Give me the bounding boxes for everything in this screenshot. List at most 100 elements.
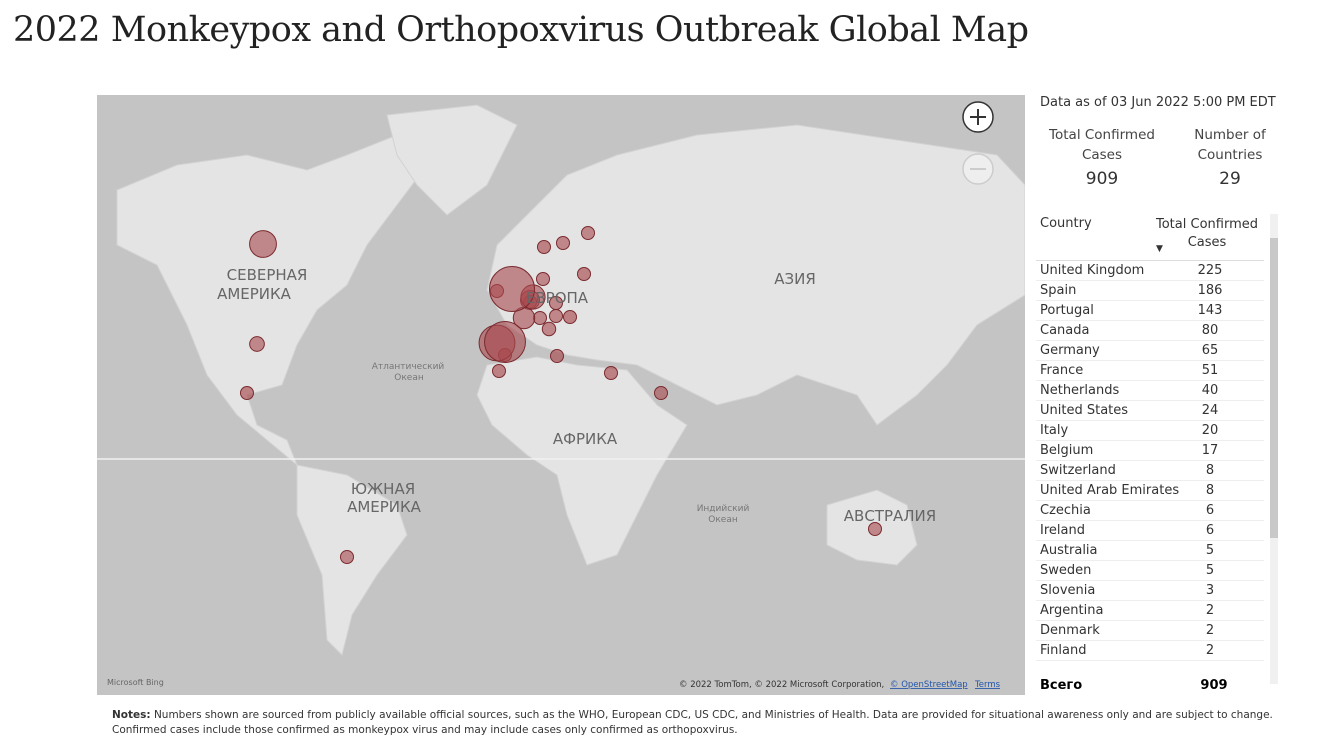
map-bubble[interactable] <box>492 364 506 378</box>
map-bubble[interactable] <box>581 226 595 240</box>
table-row[interactable]: Germany 65 <box>1036 341 1264 361</box>
total-value: 909 <box>1200 678 1228 693</box>
scroll-thumb[interactable] <box>1270 238 1278 538</box>
cases: 2 <box>1205 623 1215 638</box>
cases: 80 <box>1201 323 1219 338</box>
map-bubble[interactable] <box>537 240 551 254</box>
table-row[interactable]: Czechia 6 <box>1036 501 1264 521</box>
map-bubble[interactable] <box>541 321 557 337</box>
brand: Microsoft Bing <box>107 678 164 687</box>
table-row[interactable]: Australia 5 <box>1036 541 1264 561</box>
kpi-value: 909 <box>1085 169 1119 189</box>
continent-label: АФРИКА <box>553 430 618 448</box>
sort-icon[interactable]: ▼ <box>1156 244 1163 254</box>
country: France <box>1040 363 1084 378</box>
as-of: Data as of 03 Jun 2022 5:00 PM EDT <box>1040 95 1276 110</box>
cases: 40 <box>1201 383 1219 398</box>
osm-link[interactable]: © OpenStreetMap <box>890 680 968 690</box>
country: Argentina <box>1040 603 1104 618</box>
country: Netherlands <box>1040 383 1120 398</box>
table-row[interactable]: Portugal 143 <box>1036 301 1264 321</box>
continent-label: АЗИЯ <box>774 270 816 288</box>
country: Italy <box>1040 423 1069 438</box>
country: Switzerland <box>1040 463 1116 478</box>
continent-label: СЕВЕРНАЯ <box>227 266 308 284</box>
kpi-label: Number of Countries <box>1194 127 1266 163</box>
map-bubble[interactable] <box>868 522 882 536</box>
map-bubble[interactable] <box>550 349 564 363</box>
country: Czechia <box>1040 503 1091 518</box>
bubbles <box>249 226 882 564</box>
notes-label: Notes: <box>112 709 151 721</box>
table-row[interactable]: Denmark 2 <box>1036 621 1264 641</box>
table-row[interactable]: France 51 <box>1036 361 1264 381</box>
cases: 2 <box>1205 603 1215 618</box>
cases: 8 <box>1205 483 1215 498</box>
column-header[interactable]: Country <box>1040 216 1092 231</box>
table-header: Country Total Confirmed Cases ▼ <box>1036 212 1264 261</box>
ocean-label: Индийский <box>697 504 750 514</box>
map-bubble[interactable] <box>484 321 526 363</box>
country: United States <box>1040 403 1129 418</box>
map-bubble[interactable] <box>536 272 550 286</box>
cases: 5 <box>1205 543 1215 558</box>
cases: 24 <box>1201 403 1219 418</box>
map-bubble[interactable] <box>340 550 354 564</box>
zoom-in[interactable] <box>962 101 994 133</box>
map-bubble[interactable] <box>249 230 277 258</box>
table-row[interactable]: Switzerland 8 <box>1036 461 1264 481</box>
country: Spain <box>1040 283 1077 298</box>
column-header[interactable]: Total Confirmed Cases <box>1156 217 1258 250</box>
map-bubble[interactable] <box>489 266 535 312</box>
map-bubble[interactable] <box>549 296 563 310</box>
cases: 3 <box>1205 583 1215 598</box>
ocean-label: Атлантический <box>372 362 445 372</box>
terms-link[interactable]: Terms <box>974 680 1001 690</box>
table-row[interactable]: United Arab Emirates 8 <box>1036 481 1264 501</box>
country: Canada <box>1040 323 1090 338</box>
map-bubble[interactable] <box>249 336 265 352</box>
attribution: © 2022 TomTom, © 2022 Microsoft Corporat… <box>679 680 884 690</box>
continent-label: АМЕРИКА <box>347 498 422 516</box>
land <box>116 104 1025 656</box>
total-row: Всего 909 <box>1036 678 1264 693</box>
table-row[interactable]: Italy 20 <box>1036 421 1264 441</box>
notes: Notes: Numbers shown are sourced from pu… <box>112 708 1282 738</box>
map-bubble[interactable] <box>577 267 591 281</box>
table-row[interactable]: Argentina 2 <box>1036 601 1264 621</box>
continent-label: ЮЖНАЯ <box>351 480 415 498</box>
zoom-out[interactable] <box>962 153 994 185</box>
map-bubble[interactable] <box>604 366 618 380</box>
map-bubble[interactable] <box>240 386 254 400</box>
table-row[interactable]: Belgium 17 <box>1036 441 1264 461</box>
map-bubble[interactable] <box>533 311 547 325</box>
cases: 225 <box>1197 263 1223 278</box>
title: 2022 Monkeypox and Orthopoxvirus Outbrea… <box>13 10 1029 50</box>
cases: 8 <box>1205 463 1215 478</box>
map-bubble[interactable] <box>654 386 668 400</box>
country: Slovenia <box>1040 583 1096 598</box>
cases: 65 <box>1201 343 1219 358</box>
table-row[interactable]: Slovenia 3 <box>1036 581 1264 601</box>
country: Ireland <box>1040 523 1085 538</box>
table-row[interactable]: Sweden 5 <box>1036 561 1264 581</box>
table: Country Total Confirmed Cases ▼ United K… <box>1036 212 1264 661</box>
map-bubble[interactable] <box>563 310 577 324</box>
table-row[interactable]: Netherlands 40 <box>1036 381 1264 401</box>
country: Sweden <box>1040 563 1092 578</box>
map-bubble[interactable] <box>556 236 570 250</box>
table-row[interactable]: Canada 80 <box>1036 321 1264 341</box>
continent-label: АВСТРАЛИЯ <box>844 507 936 525</box>
table-row[interactable]: United Kingdom 225 <box>1036 261 1264 281</box>
country: Belgium <box>1040 443 1094 458</box>
table-row[interactable]: United States 24 <box>1036 401 1264 421</box>
country: Portugal <box>1040 303 1094 318</box>
country: Germany <box>1040 343 1100 358</box>
table-row[interactable]: Finland 2 <box>1036 641 1264 661</box>
map-bubble[interactable] <box>549 309 563 323</box>
scrollbar[interactable] <box>1270 214 1278 684</box>
table-row[interactable]: Ireland 6 <box>1036 521 1264 541</box>
table-row[interactable]: Spain 186 <box>1036 281 1264 301</box>
